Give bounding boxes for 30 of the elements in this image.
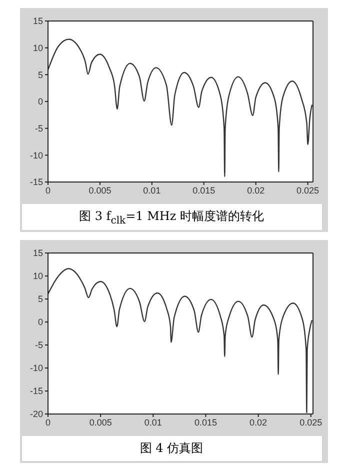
line-series bbox=[48, 38, 312, 178]
x-tick-label: 0.02 bbox=[246, 185, 264, 196]
y-tick-label: 15 bbox=[32, 16, 42, 26]
y-tick-label: 0 bbox=[37, 96, 42, 107]
text: 图 3 f$_{clk}$=1 MHz 时幅度谱的转化 bbox=[22, 204, 322, 230]
x-tick-label: 0.01 bbox=[144, 418, 162, 428]
x-tick-label: 0.02 bbox=[249, 418, 267, 428]
y-tick-label: 5 bbox=[37, 294, 42, 305]
y-tick-label: 5 bbox=[37, 70, 42, 80]
y-tick-label: -20 bbox=[29, 410, 42, 420]
y-tick-label: -5 bbox=[34, 340, 42, 351]
y-tick-label: -10 bbox=[29, 150, 42, 160]
x-tick-label: 0.005 bbox=[88, 418, 112, 428]
x-tick-label: 0 bbox=[44, 185, 50, 196]
y-tick-label: -5 bbox=[34, 124, 42, 134]
y-tick-label: -10 bbox=[29, 364, 42, 374]
y-tick-label: 10 bbox=[32, 272, 42, 282]
y-tick-label: -15 bbox=[29, 386, 42, 397]
x-tick-label: 0.005 bbox=[88, 185, 111, 196]
x-tick-label: 0 bbox=[44, 418, 50, 428]
y-tick-label: 0 bbox=[37, 318, 42, 328]
y-tick-label: -15 bbox=[29, 177, 42, 188]
x-tick-label: 0.015 bbox=[192, 185, 215, 196]
y-tick-label: 10 bbox=[32, 43, 42, 54]
text: 图 4 仿真图 bbox=[22, 436, 322, 462]
x-tick-label: 0.01 bbox=[142, 185, 160, 196]
x-tick-label: 0.015 bbox=[194, 418, 217, 428]
y-tick-label: 15 bbox=[32, 248, 42, 259]
x-tick-label: 0.025 bbox=[296, 185, 319, 196]
x-tick-label: 0.025 bbox=[299, 418, 322, 428]
